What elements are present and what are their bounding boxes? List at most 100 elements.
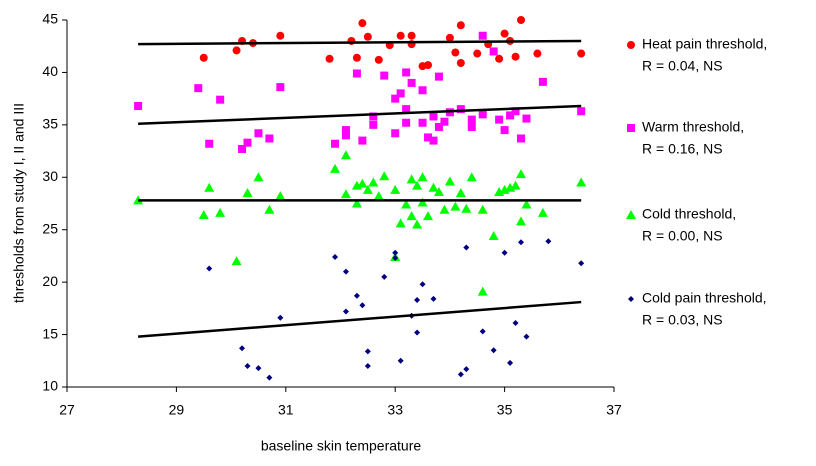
point bbox=[501, 249, 508, 256]
legend-stat: R = 0.04, NS bbox=[642, 58, 723, 74]
x-tick-label: 29 bbox=[169, 402, 185, 418]
point bbox=[473, 49, 482, 58]
point bbox=[341, 126, 350, 135]
y-tick-label: 15 bbox=[42, 325, 58, 341]
point bbox=[358, 19, 367, 28]
point bbox=[463, 244, 470, 251]
point bbox=[231, 256, 242, 266]
point bbox=[576, 177, 587, 187]
point bbox=[451, 48, 460, 57]
point bbox=[374, 55, 383, 64]
point bbox=[516, 216, 527, 226]
point bbox=[340, 150, 351, 160]
point bbox=[414, 329, 421, 336]
point bbox=[521, 199, 532, 209]
point bbox=[466, 172, 477, 182]
point bbox=[194, 84, 203, 93]
point bbox=[424, 133, 433, 142]
point bbox=[489, 47, 498, 56]
y-axis-title: thresholds from study I, II and III bbox=[11, 103, 27, 303]
point bbox=[479, 328, 486, 335]
point bbox=[533, 49, 542, 58]
x-tick-label: 35 bbox=[497, 402, 513, 418]
point bbox=[352, 69, 361, 78]
legend-stat: R = 0.16, NS bbox=[642, 141, 723, 157]
point bbox=[244, 363, 251, 370]
point bbox=[391, 129, 400, 138]
point bbox=[238, 144, 247, 153]
point bbox=[391, 94, 400, 103]
point bbox=[352, 53, 361, 62]
point bbox=[455, 188, 466, 198]
point bbox=[518, 239, 525, 246]
point bbox=[517, 134, 526, 143]
point bbox=[242, 188, 253, 198]
point bbox=[418, 86, 427, 95]
point bbox=[401, 199, 412, 209]
point bbox=[429, 136, 438, 145]
point bbox=[275, 191, 286, 201]
point bbox=[430, 295, 437, 302]
point bbox=[423, 211, 434, 221]
point bbox=[463, 366, 470, 373]
point bbox=[402, 118, 411, 127]
point bbox=[512, 320, 519, 327]
point bbox=[428, 182, 439, 192]
point bbox=[478, 110, 487, 119]
point bbox=[276, 31, 285, 40]
point bbox=[506, 111, 515, 120]
point bbox=[433, 186, 444, 196]
point bbox=[358, 136, 367, 145]
point bbox=[419, 281, 426, 288]
point bbox=[545, 238, 552, 245]
point bbox=[488, 231, 499, 241]
point bbox=[490, 347, 497, 354]
point bbox=[577, 107, 586, 116]
point bbox=[523, 333, 530, 340]
point bbox=[495, 54, 504, 63]
point bbox=[396, 31, 405, 40]
point bbox=[397, 357, 404, 364]
point bbox=[364, 348, 371, 355]
point bbox=[265, 134, 274, 143]
y-tick-label: 10 bbox=[42, 378, 58, 394]
legend-marker bbox=[627, 41, 635, 49]
point bbox=[456, 105, 465, 114]
point bbox=[440, 117, 449, 126]
point bbox=[402, 68, 411, 77]
point bbox=[538, 77, 547, 86]
point bbox=[341, 131, 350, 140]
y-tick-label: 40 bbox=[42, 63, 58, 79]
point bbox=[206, 265, 213, 272]
point bbox=[254, 129, 263, 138]
legend-label: Cold threshold, bbox=[642, 206, 736, 222]
point bbox=[379, 171, 390, 181]
point bbox=[239, 345, 246, 352]
y-tick-label: 20 bbox=[42, 273, 58, 289]
point bbox=[424, 61, 433, 70]
point bbox=[461, 203, 472, 213]
point bbox=[340, 189, 351, 199]
point bbox=[429, 112, 438, 121]
point bbox=[253, 172, 264, 182]
point bbox=[330, 163, 341, 173]
point bbox=[353, 292, 360, 299]
point bbox=[417, 197, 428, 207]
point bbox=[392, 255, 399, 262]
point bbox=[417, 172, 428, 182]
point bbox=[407, 31, 416, 40]
point bbox=[255, 365, 262, 372]
legend-label: Warm threshold, bbox=[642, 119, 744, 135]
point bbox=[495, 115, 504, 124]
point bbox=[439, 204, 450, 214]
legend-marker bbox=[627, 124, 635, 132]
point bbox=[412, 219, 423, 229]
x-tick-label: 31 bbox=[278, 402, 294, 418]
point bbox=[406, 174, 417, 184]
point bbox=[390, 184, 401, 194]
point bbox=[276, 83, 285, 92]
point bbox=[362, 184, 373, 194]
point bbox=[363, 32, 372, 41]
